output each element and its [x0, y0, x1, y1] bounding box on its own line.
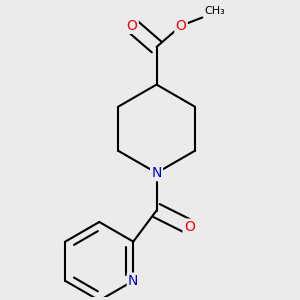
- Text: O: O: [176, 19, 187, 33]
- Text: N: N: [152, 166, 162, 180]
- Text: N: N: [128, 274, 139, 288]
- Text: CH₃: CH₃: [204, 6, 225, 16]
- Text: O: O: [127, 19, 137, 33]
- Text: O: O: [184, 220, 195, 234]
